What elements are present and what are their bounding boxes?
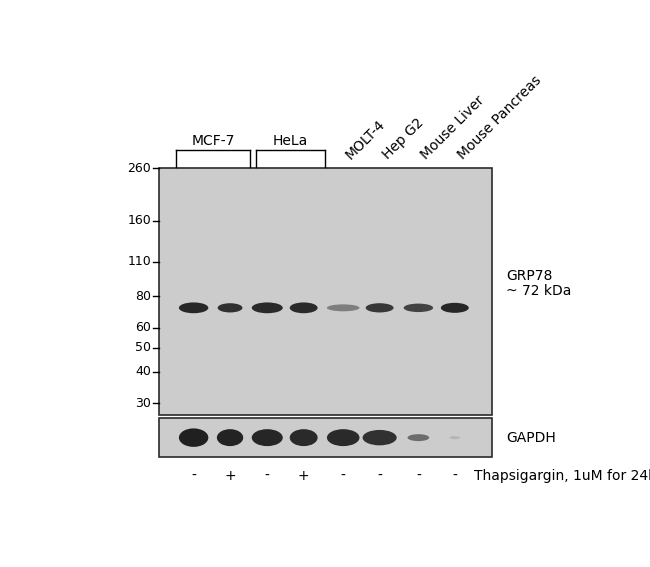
Text: 50: 50 [135,341,151,354]
Text: 110: 110 [127,255,151,268]
Text: ~ 72 kDa: ~ 72 kDa [506,284,571,298]
Text: Mouse Pancreas: Mouse Pancreas [455,73,543,162]
Ellipse shape [366,303,393,312]
Text: 40: 40 [135,365,151,378]
Ellipse shape [404,303,433,312]
Ellipse shape [179,429,209,447]
Text: +: + [224,469,236,483]
Ellipse shape [179,302,209,313]
Ellipse shape [327,429,359,446]
Bar [159,418,492,457]
Text: Mouse Liver: Mouse Liver [419,93,488,162]
Text: GAPDH: GAPDH [506,431,556,445]
Text: -: - [191,469,196,483]
Ellipse shape [218,303,242,312]
Text: -: - [416,469,421,483]
Text: GRP78: GRP78 [506,269,552,283]
Ellipse shape [441,303,469,313]
Text: -: - [341,469,346,483]
Text: 160: 160 [127,214,151,227]
Ellipse shape [252,302,283,313]
Text: 60: 60 [135,321,151,334]
Text: Thapsigargin, 1uM for 24hr: Thapsigargin, 1uM for 24hr [474,469,650,483]
Ellipse shape [290,302,318,313]
Text: HeLa: HeLa [273,134,308,148]
Ellipse shape [363,430,396,445]
Text: 260: 260 [127,162,151,175]
Ellipse shape [449,436,460,439]
Text: -: - [452,469,457,483]
Text: MOLT-4: MOLT-4 [343,117,388,162]
Ellipse shape [217,429,243,446]
Text: Hep G2: Hep G2 [380,116,426,162]
Text: MCF-7: MCF-7 [191,134,235,148]
Ellipse shape [327,304,359,311]
Ellipse shape [252,429,283,446]
Text: 80: 80 [135,290,151,303]
Text: -: - [265,469,270,483]
Text: 30: 30 [135,396,151,409]
Ellipse shape [290,429,318,446]
Bar [159,168,492,414]
Text: -: - [377,469,382,483]
Ellipse shape [408,434,429,441]
Text: +: + [298,469,309,483]
